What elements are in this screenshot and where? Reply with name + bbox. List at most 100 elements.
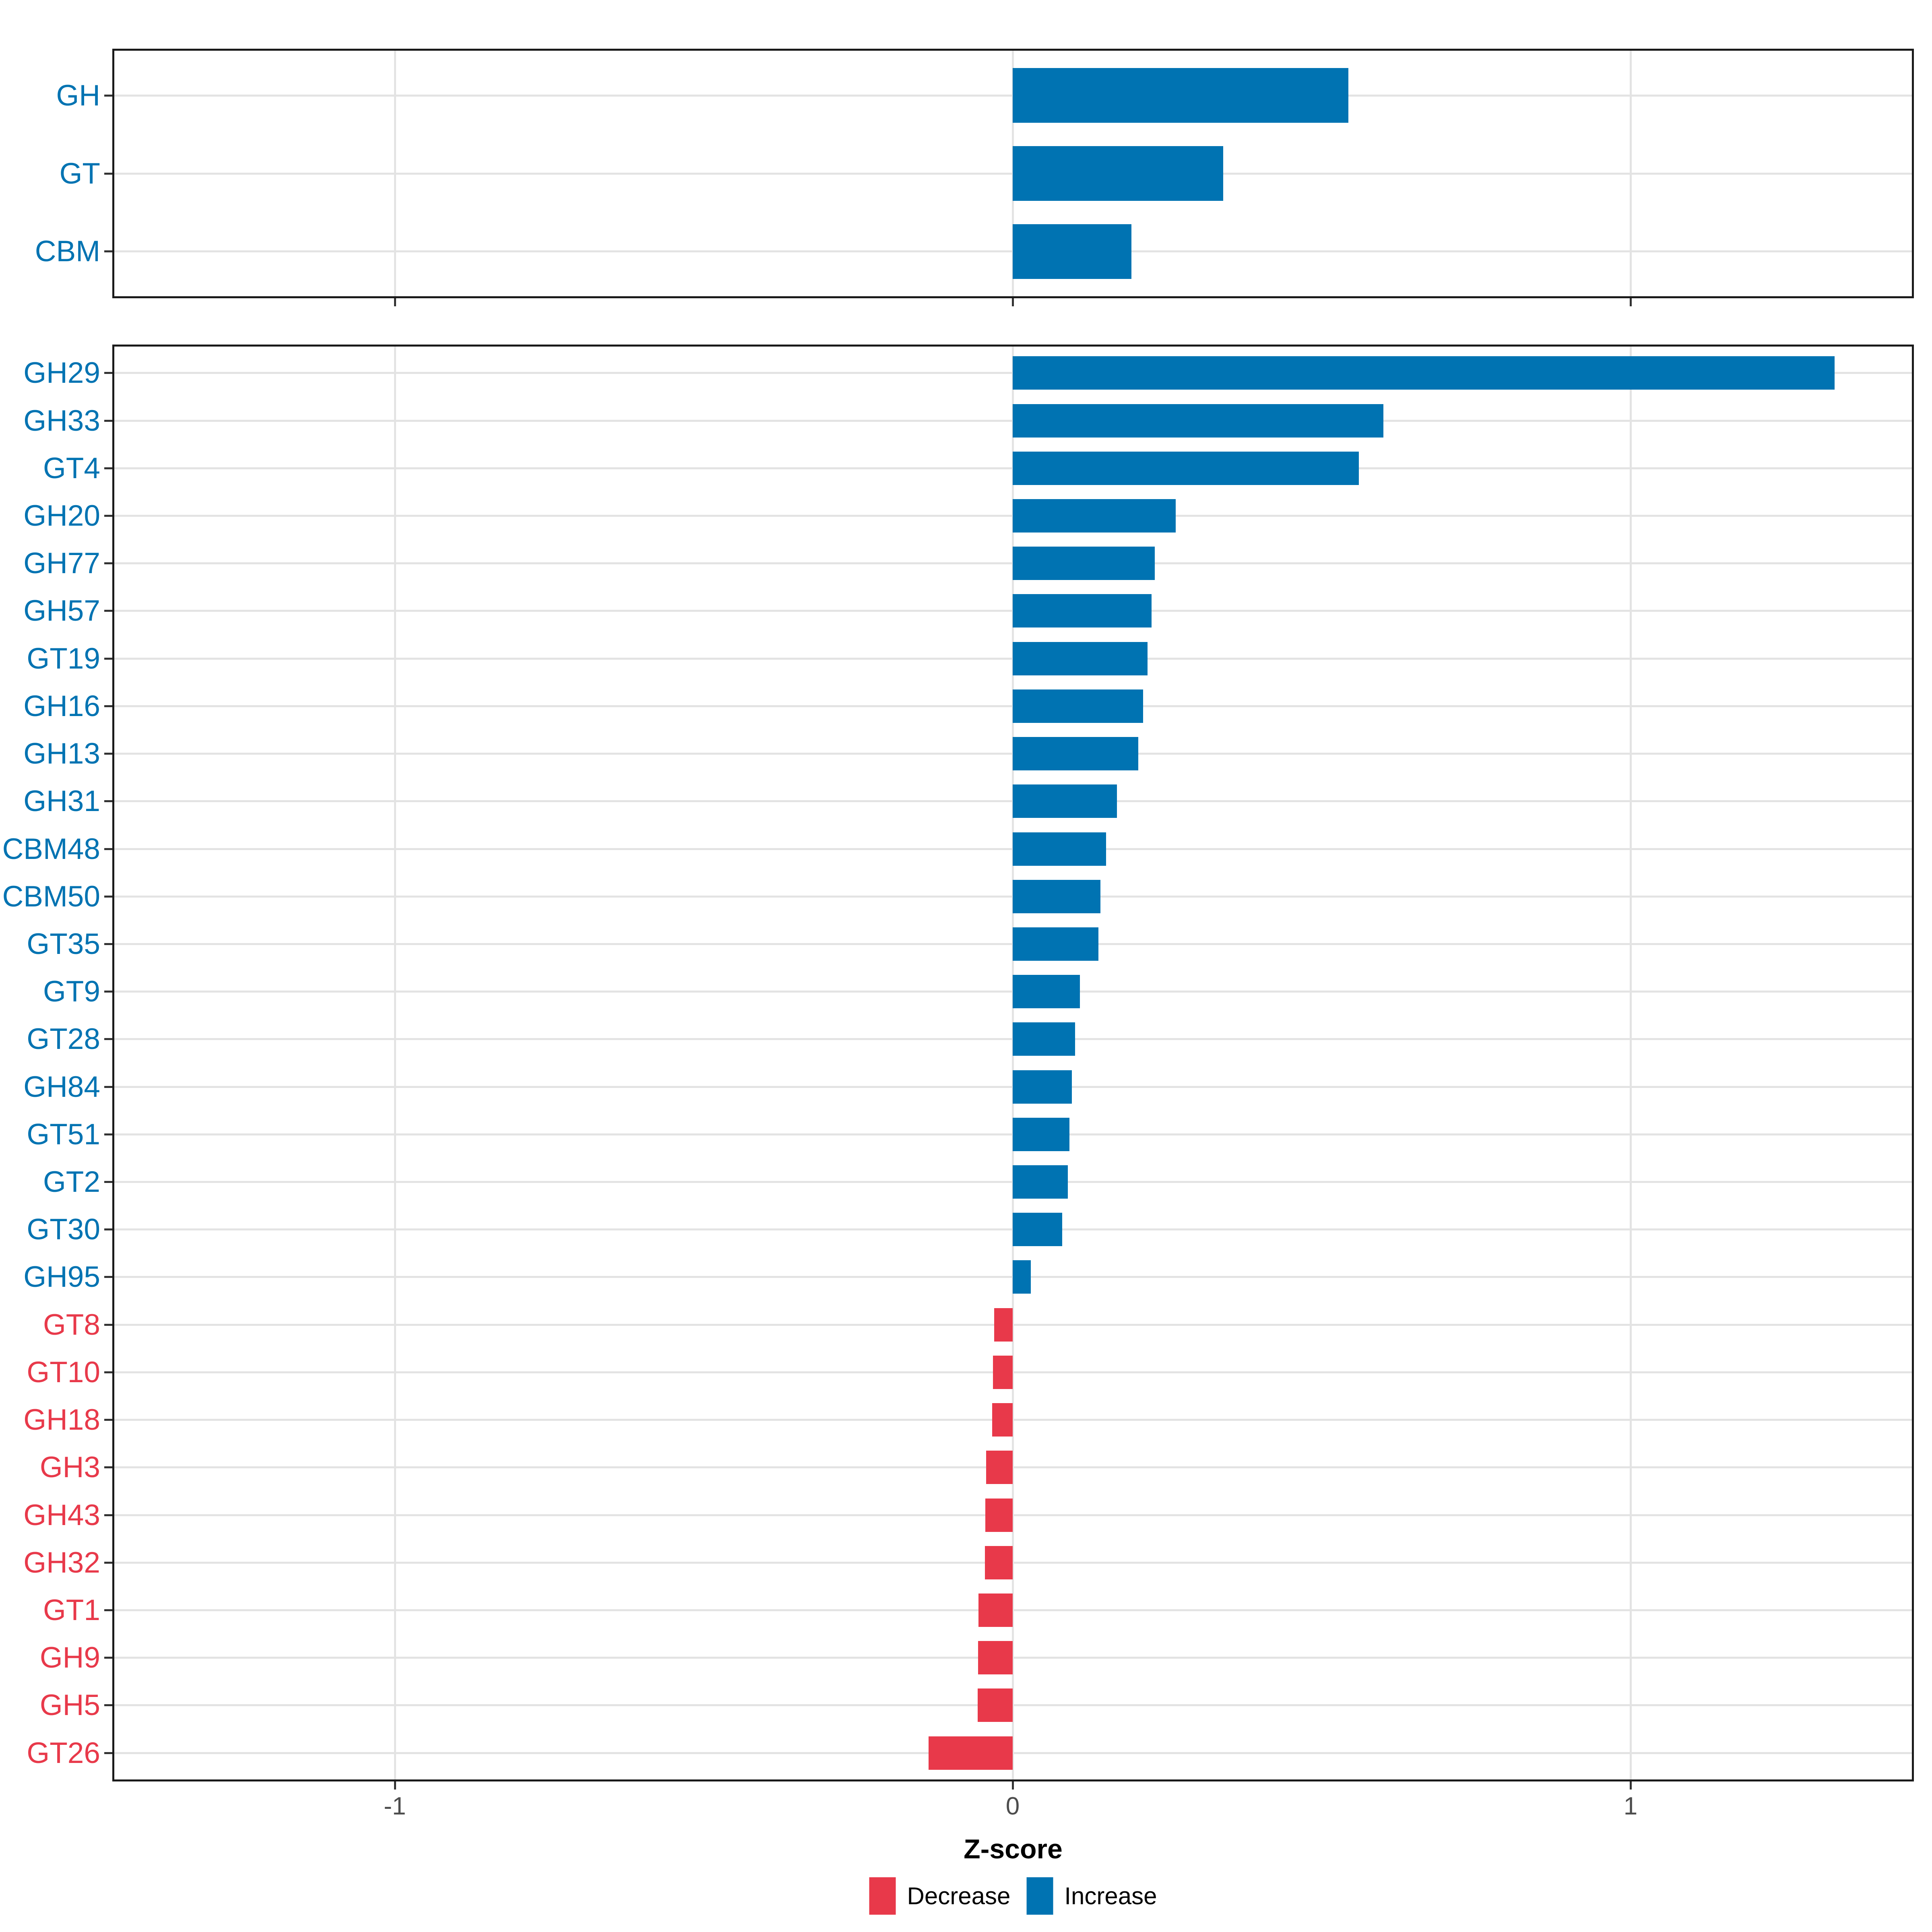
- bar-GT2: [1013, 1165, 1068, 1199]
- y-label-GH43: GH43: [23, 1499, 100, 1532]
- y-tick-GT51: [104, 1133, 112, 1135]
- y-tick-GH3: [104, 1466, 112, 1469]
- legend: Decrease Increase: [869, 1877, 1157, 1915]
- gridline-row-GT1: [112, 1609, 1914, 1611]
- y-label-GT26: GT26: [27, 1736, 100, 1769]
- y-label-GH18: GH18: [23, 1404, 100, 1437]
- x-tick-label--1: -1: [384, 1792, 406, 1820]
- legend-item-increase: Increase: [1026, 1877, 1157, 1915]
- y-tick-GH32: [104, 1561, 112, 1564]
- gridline-row-GT26: [112, 1752, 1914, 1754]
- gridline-row-GH32: [112, 1561, 1914, 1564]
- y-tick-GT30: [104, 1228, 112, 1231]
- bar-GH18: [992, 1403, 1013, 1437]
- y-tick-GH77: [104, 562, 112, 565]
- y-tick-GT1: [104, 1609, 112, 1611]
- y-label-GT28: GT28: [27, 1023, 100, 1056]
- y-tick-GH: [104, 94, 112, 97]
- y-label-CBM48: CBM48: [2, 832, 100, 865]
- y-label-GH3: GH3: [39, 1451, 100, 1484]
- bar-CBM: [1013, 224, 1131, 279]
- bar-GT1: [978, 1593, 1013, 1627]
- gridline-x-1: [1629, 345, 1632, 1781]
- bar-GT19: [1013, 642, 1148, 675]
- x-tick-0-panel1: [1011, 1781, 1014, 1790]
- bar-GT4: [1013, 451, 1359, 485]
- y-label-GT9: GT9: [43, 975, 100, 1008]
- y-label-GT30: GT30: [27, 1213, 100, 1246]
- y-tick-GT4: [104, 467, 112, 469]
- bar-GH16: [1013, 689, 1143, 723]
- x-tick-1-panel0: [1629, 298, 1632, 306]
- y-tick-GT28: [104, 1038, 112, 1040]
- x-tick--1-panel0: [394, 298, 396, 306]
- y-label-GH33: GH33: [23, 404, 100, 437]
- legend-label-decrease: Decrease: [907, 1882, 1011, 1909]
- y-tick-GH31: [104, 800, 112, 803]
- y-label-GH95: GH95: [23, 1261, 100, 1294]
- bar-GH77: [1013, 547, 1155, 580]
- bar-GH31: [1013, 784, 1117, 818]
- y-label-GH16: GH16: [23, 689, 100, 722]
- x-tick-0-panel0: [1011, 298, 1014, 306]
- y-tick-GT35: [104, 943, 112, 945]
- y-label-GT19: GT19: [27, 642, 100, 675]
- bar-GT8: [994, 1308, 1013, 1342]
- bar-GT35: [1013, 927, 1099, 961]
- increase-swatch-icon: [1026, 1877, 1053, 1915]
- y-tick-GT8: [104, 1323, 112, 1326]
- y-label-GH: GH: [56, 79, 101, 112]
- bar-CBM48: [1013, 832, 1106, 866]
- bar-GT: [1013, 146, 1224, 201]
- y-label-GT10: GT10: [27, 1356, 100, 1389]
- y-tick-GH20: [104, 515, 112, 517]
- bar-GH84: [1013, 1070, 1072, 1104]
- y-label-GT2: GT2: [43, 1166, 100, 1199]
- y-label-GH13: GH13: [23, 737, 100, 770]
- y-label-GT4: GT4: [43, 452, 100, 485]
- y-tick-GH43: [104, 1514, 112, 1516]
- gridline-row-GH5: [112, 1704, 1914, 1707]
- y-tick-GH29: [104, 372, 112, 374]
- bar-GH: [1013, 68, 1348, 123]
- bar-GH5: [978, 1688, 1013, 1722]
- y-label-CBM: CBM: [35, 235, 100, 268]
- y-tick-GT2: [104, 1181, 112, 1183]
- y-label-GT51: GT51: [27, 1118, 100, 1151]
- y-tick-GT10: [104, 1371, 112, 1373]
- bar-GH13: [1013, 737, 1138, 771]
- y-tick-CBM50: [104, 895, 112, 898]
- y-tick-GH16: [104, 705, 112, 707]
- bar-GH20: [1013, 499, 1176, 533]
- bar-GH32: [985, 1546, 1013, 1579]
- x-axis-title: Z-score: [964, 1834, 1063, 1864]
- y-label-GH20: GH20: [23, 500, 100, 533]
- y-tick-GH84: [104, 1086, 112, 1088]
- gridline-row-GH9: [112, 1657, 1914, 1659]
- gridline-row-GT8: [112, 1323, 1914, 1326]
- gridline-row-GT10: [112, 1371, 1914, 1373]
- x-tick--1-panel1: [394, 1781, 396, 1790]
- bar-GH9: [978, 1641, 1013, 1675]
- y-label-GT8: GT8: [43, 1308, 100, 1341]
- y-tick-GH57: [104, 610, 112, 612]
- x-tick-label-1: 1: [1623, 1792, 1638, 1820]
- y-label-GH5: GH5: [39, 1689, 100, 1722]
- y-tick-CBM: [104, 250, 112, 253]
- y-label-GH29: GH29: [23, 357, 100, 390]
- y-tick-GH9: [104, 1657, 112, 1659]
- bar-GT10: [993, 1355, 1013, 1389]
- gridline-row-GH18: [112, 1419, 1914, 1421]
- gridline-x--1: [394, 345, 396, 1781]
- y-label-CBM50: CBM50: [2, 880, 100, 913]
- bar-GT26: [929, 1736, 1013, 1770]
- gridline-row-GH43: [112, 1514, 1914, 1516]
- y-tick-CBM48: [104, 848, 112, 850]
- y-tick-GT9: [104, 991, 112, 993]
- bar-GH33: [1013, 404, 1383, 438]
- bar-CBM50: [1013, 879, 1100, 913]
- y-label-GT1: GT1: [43, 1593, 100, 1627]
- bar-GH57: [1013, 594, 1152, 628]
- y-tick-GH13: [104, 753, 112, 755]
